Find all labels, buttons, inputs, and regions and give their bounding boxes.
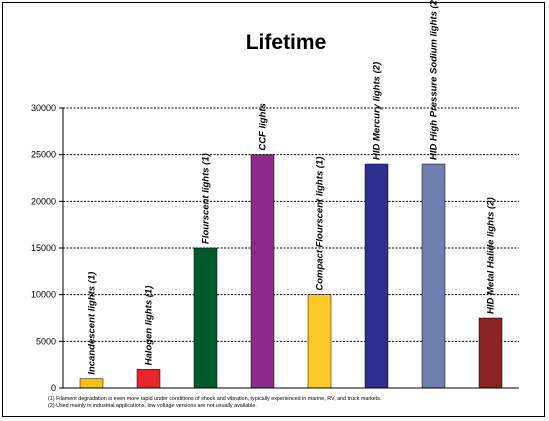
bar [250, 154, 275, 389]
y-tick-label: 15000 [31, 243, 56, 253]
y-tick-label: 10000 [31, 290, 56, 300]
bar [136, 369, 161, 389]
bar-label: CCF lights [258, 103, 269, 151]
bar [421, 163, 446, 389]
bar [193, 247, 218, 389]
y-tick-label: 5000 [36, 336, 56, 346]
bar-label: HID Mercury lights (2) [372, 62, 383, 160]
footnote-1: (1) Filament degradation is even more ra… [48, 396, 382, 402]
category-labels: Incandescent lights (1) Halogen lights (1… [87, 0, 497, 375]
bar-label: Flourscent lights (1) [201, 153, 212, 244]
y-axis: 0 5000 10000 15000 20000 25000 30000 [31, 103, 519, 393]
bar-label: Compact Flourscent lights (1) [315, 157, 326, 291]
bar [307, 294, 332, 389]
y-tick-label: 0 [51, 383, 56, 393]
bar-label: Incandescent lights (1) [87, 272, 98, 375]
chart-title: Lifetime [246, 31, 327, 54]
gridlines [63, 107, 519, 342]
bar [478, 317, 503, 389]
bars [79, 154, 503, 389]
bar [364, 163, 389, 389]
footnote-2: (2) Used mainly in industrial applicatio… [48, 403, 257, 409]
y-tick-label: 30000 [31, 103, 56, 113]
y-tick-label: 20000 [31, 196, 56, 206]
bar [79, 378, 104, 389]
y-tick-label: 25000 [31, 150, 56, 160]
bar-label: HID Metal Halide lights (2) [486, 197, 497, 314]
bar-label: HID High Pressure Sodium lights (2) [429, 0, 440, 160]
bar-label: Halogen lights (1) [144, 286, 155, 366]
